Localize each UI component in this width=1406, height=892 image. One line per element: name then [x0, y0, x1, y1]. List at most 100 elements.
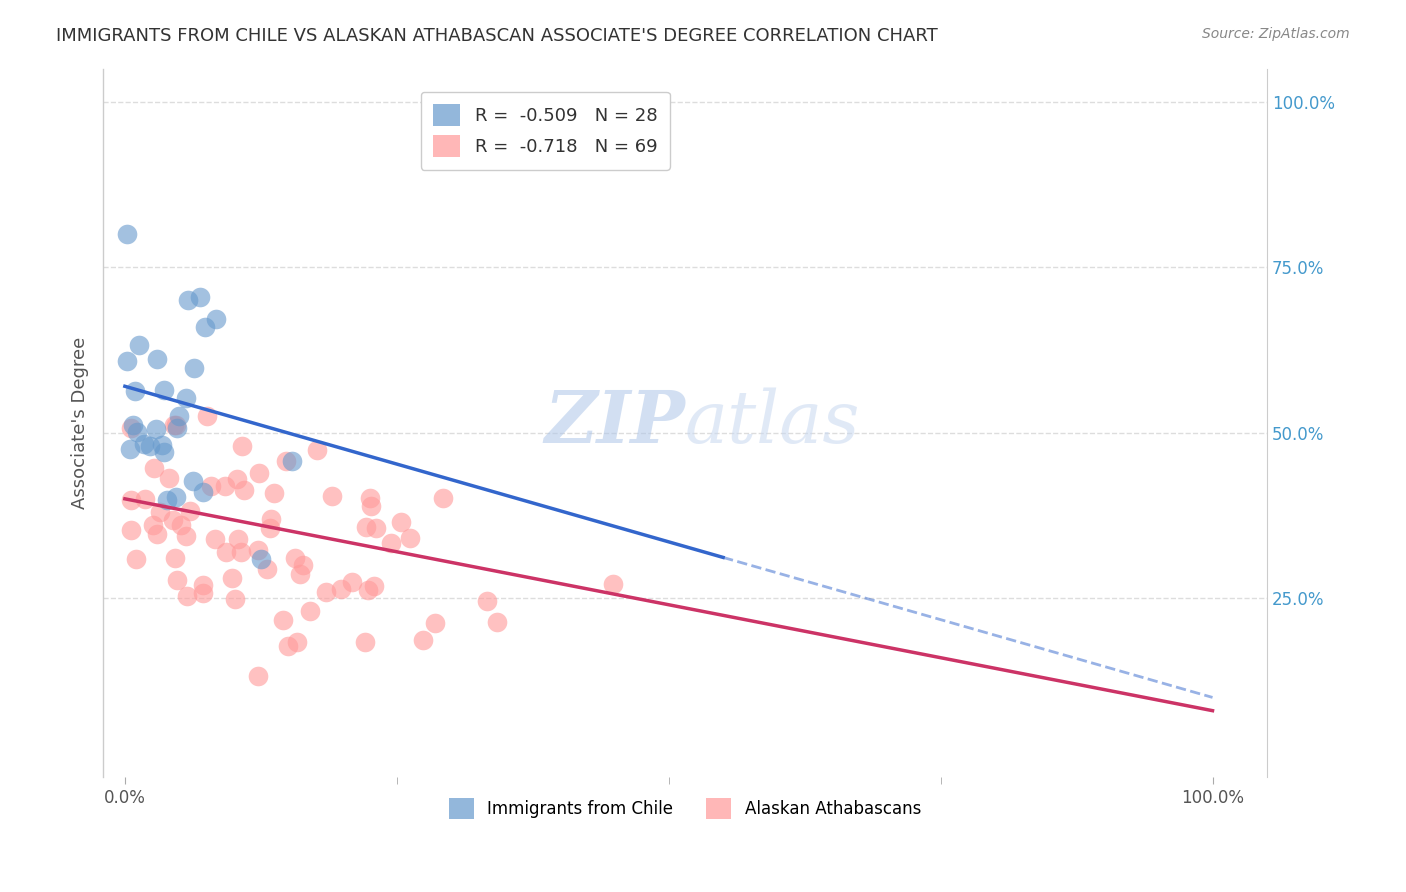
Text: atlas: atlas	[685, 387, 860, 458]
Point	[340, 574, 363, 589]
Point	[226, 472, 249, 486]
Point	[134, 492, 156, 507]
Legend: Immigrants from Chile, Alaskan Athabascans: Immigrants from Chile, Alaskan Athabasca…	[441, 791, 928, 825]
Point	[256, 562, 278, 576]
Point	[191, 586, 214, 600]
Point	[204, 532, 226, 546]
Point	[360, 500, 382, 514]
Text: Source: ZipAtlas.com: Source: ZipAtlas.com	[1202, 27, 1350, 41]
Point	[139, 439, 162, 453]
Point	[159, 471, 181, 485]
Point	[224, 591, 246, 606]
Point	[399, 531, 422, 545]
Point	[284, 550, 307, 565]
Point	[221, 571, 243, 585]
Point	[174, 529, 197, 543]
Point	[149, 505, 172, 519]
Point	[315, 585, 337, 599]
Point	[125, 552, 148, 566]
Point	[423, 616, 446, 631]
Point	[485, 615, 508, 629]
Point	[359, 491, 381, 505]
Point	[249, 466, 271, 480]
Point	[153, 383, 176, 397]
Point	[285, 635, 308, 649]
Point	[120, 421, 142, 435]
Point	[163, 550, 186, 565]
Point	[353, 634, 375, 648]
Point	[249, 552, 271, 566]
Point	[188, 290, 211, 304]
Point	[299, 604, 322, 618]
Point	[118, 442, 141, 457]
Point	[156, 493, 179, 508]
Point	[330, 582, 353, 597]
Point	[169, 409, 191, 424]
Point	[195, 409, 218, 423]
Point	[128, 338, 150, 352]
Point	[260, 512, 283, 526]
Point	[153, 445, 176, 459]
Point	[145, 351, 167, 366]
Point	[120, 492, 142, 507]
Point	[146, 526, 169, 541]
Point	[215, 545, 238, 559]
Point	[263, 486, 285, 500]
Point	[152, 438, 174, 452]
Point	[280, 454, 302, 468]
Point	[181, 475, 204, 489]
Point	[231, 439, 253, 453]
Point	[179, 503, 201, 517]
Point	[166, 573, 188, 587]
Point	[166, 420, 188, 434]
Point	[170, 517, 193, 532]
Point	[292, 558, 315, 573]
Point	[380, 535, 402, 549]
Point	[125, 425, 148, 439]
Point	[191, 578, 214, 592]
Point	[176, 589, 198, 603]
Point	[162, 418, 184, 433]
Point	[174, 391, 197, 405]
Point	[162, 513, 184, 527]
Text: IMMIGRANTS FROM CHILE VS ALASKAN ATHABASCAN ASSOCIATE'S DEGREE CORRELATION CHART: IMMIGRANTS FROM CHILE VS ALASKAN ATHABAS…	[56, 27, 938, 45]
Point	[259, 521, 281, 535]
Point	[124, 384, 146, 399]
Point	[231, 545, 253, 559]
Point	[183, 360, 205, 375]
Point	[122, 417, 145, 432]
Point	[194, 320, 217, 334]
Point	[228, 532, 250, 546]
Point	[432, 491, 454, 505]
Point	[288, 567, 311, 582]
Point	[321, 489, 343, 503]
Point	[233, 483, 256, 497]
Point	[214, 478, 236, 492]
Point	[120, 523, 142, 537]
Point	[412, 633, 434, 648]
Point	[305, 443, 328, 458]
Point	[389, 515, 412, 529]
Point	[142, 518, 165, 533]
Point	[366, 521, 388, 535]
Point	[246, 542, 269, 557]
Point	[191, 484, 214, 499]
Point	[205, 312, 228, 326]
Point	[274, 453, 297, 467]
Point	[132, 436, 155, 450]
Point	[142, 461, 165, 475]
Point	[115, 354, 138, 368]
Point	[277, 639, 299, 653]
Point	[602, 577, 624, 591]
Point	[246, 669, 269, 683]
Text: ZIP: ZIP	[544, 387, 685, 458]
Point	[145, 422, 167, 436]
Point	[354, 520, 377, 534]
Point	[177, 293, 200, 308]
Point	[200, 479, 222, 493]
Point	[165, 417, 187, 432]
Point	[165, 491, 187, 505]
Point	[357, 583, 380, 598]
Point	[115, 227, 138, 242]
Y-axis label: Associate's Degree: Associate's Degree	[72, 336, 89, 508]
